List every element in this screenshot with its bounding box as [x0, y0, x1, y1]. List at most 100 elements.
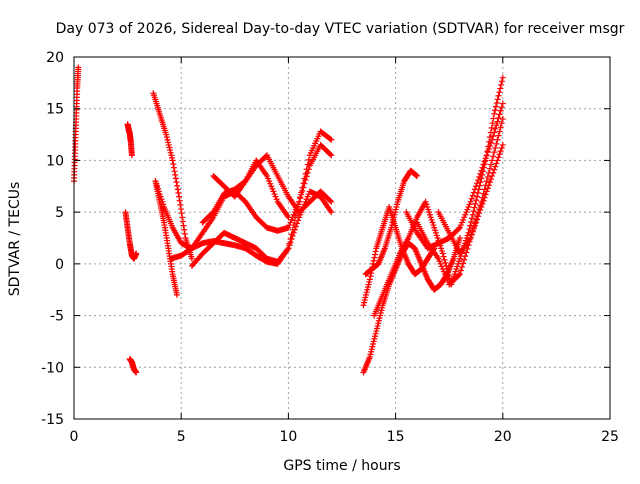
- data-point: [461, 256, 468, 263]
- data-point: [477, 170, 484, 177]
- data-point: [490, 153, 497, 160]
- data-point: [488, 176, 495, 183]
- data-point: [496, 128, 503, 135]
- data-point: [455, 272, 462, 279]
- data-point: [456, 271, 463, 278]
- data-point: [477, 202, 484, 209]
- data-point: [367, 273, 374, 280]
- data-point: [493, 140, 500, 147]
- data-point: [480, 161, 487, 168]
- data-point: [497, 85, 504, 92]
- series-17: [435, 116, 506, 257]
- data-point: [495, 92, 502, 99]
- data-point: [478, 167, 485, 174]
- series-2: [122, 209, 140, 262]
- data-point: [133, 250, 140, 257]
- data-point: [473, 183, 479, 190]
- data-point: [462, 253, 469, 260]
- y-axis-label: SDTVAR / TECUs: [7, 182, 23, 297]
- data-point: [300, 184, 307, 191]
- data-point: [499, 141, 506, 148]
- x-tick-label: 15: [387, 429, 405, 445]
- data-point: [175, 190, 182, 197]
- data-point: [495, 154, 502, 161]
- data-point: [472, 200, 479, 207]
- data-point: [180, 222, 187, 229]
- data-point: [499, 100, 506, 107]
- x-tick-label: 25: [601, 429, 619, 445]
- data-point: [494, 136, 501, 143]
- data-point: [327, 197, 334, 204]
- data-point: [488, 161, 495, 168]
- data-point: [492, 145, 499, 152]
- data-point: [473, 197, 480, 204]
- series-1: [124, 121, 135, 159]
- data-point: [179, 218, 186, 225]
- data-point: [457, 267, 464, 274]
- data-point: [486, 165, 493, 172]
- series-4: [150, 90, 195, 262]
- data-point: [440, 253, 447, 260]
- data-point: [488, 124, 495, 131]
- data-point: [494, 157, 501, 164]
- data-point: [495, 115, 502, 122]
- data-point: [498, 104, 505, 111]
- data-point: [484, 173, 491, 180]
- data-point: [480, 190, 487, 197]
- data-point: [467, 235, 474, 241]
- data-point: [495, 132, 502, 139]
- data-point: [471, 204, 478, 211]
- data-point: [492, 163, 499, 170]
- x-tick-label: 5: [177, 429, 186, 445]
- data-point: [493, 160, 500, 167]
- data-point: [465, 229, 472, 236]
- data-point: [476, 173, 483, 180]
- data-point: [170, 164, 177, 171]
- data-point: [471, 186, 478, 193]
- data-point: [284, 246, 291, 253]
- data-point: [172, 171, 179, 178]
- data-point: [483, 152, 490, 159]
- data-point: [468, 215, 475, 222]
- data-point: [476, 206, 483, 213]
- data-point: [286, 242, 293, 249]
- data-point: [493, 100, 500, 107]
- grid: [74, 57, 610, 419]
- data-point: [370, 257, 377, 264]
- data-point: [328, 152, 335, 159]
- data-point: [489, 136, 496, 143]
- series-9: [199, 152, 335, 226]
- data-point: [479, 194, 486, 201]
- data-point: [291, 226, 298, 233]
- data-point: [133, 369, 140, 376]
- data-point: [177, 201, 184, 208]
- data-point: [470, 208, 477, 215]
- data-point: [499, 74, 506, 81]
- y-tick-label: 20: [46, 50, 64, 66]
- data-point: [471, 220, 478, 227]
- data-point: [328, 209, 335, 216]
- data-point: [188, 255, 195, 262]
- data-point: [485, 169, 492, 176]
- data-point: [128, 152, 135, 159]
- data-point: [483, 178, 490, 185]
- y-tick-label: 10: [46, 153, 64, 169]
- data-point: [366, 276, 373, 283]
- data-point: [496, 111, 503, 118]
- data-point: [176, 197, 183, 204]
- data-point: [484, 185, 491, 192]
- data-point: [470, 224, 477, 231]
- series-10: [210, 157, 292, 221]
- data-point: [293, 220, 300, 227]
- data-point: [305, 166, 312, 173]
- data-point: [470, 189, 477, 196]
- data-point: [170, 161, 177, 168]
- series-5: [152, 178, 180, 298]
- data-point: [298, 191, 305, 198]
- data-point: [178, 210, 185, 217]
- chart-title: Day 073 of 2026, Sidereal Day-to-day VTE…: [56, 21, 625, 37]
- data-points: [71, 64, 506, 376]
- axis-ticks: 0 5 10 15 20 25 -15 -10 -5 0 5 10 15 20: [41, 50, 619, 445]
- y-tick-label: -5: [50, 309, 64, 325]
